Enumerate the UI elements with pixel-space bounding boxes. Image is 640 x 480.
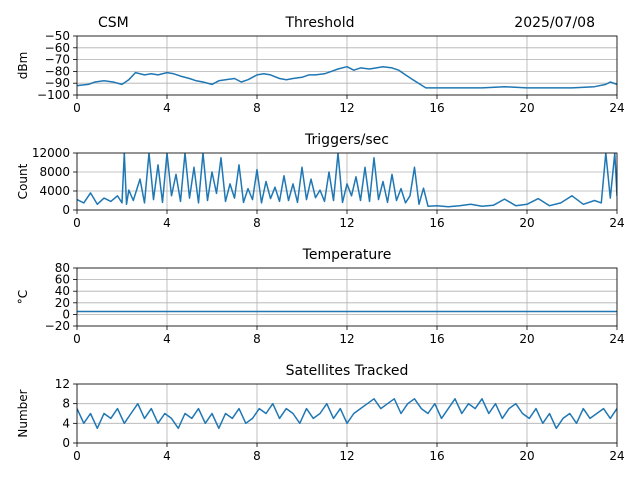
temperature-xtick-label-1: 4 [163, 332, 171, 346]
header-right: 2025/07/08 [514, 15, 595, 31]
triggers-xtick-label-5: 20 [519, 216, 534, 230]
threshold-ytick-label-5: −50 [45, 29, 70, 43]
temperature-ytick-label-2: 20 [55, 296, 70, 310]
triggers-xtick-label-2: 8 [253, 216, 261, 230]
panel-satellites: 0 4 8 12 16 20 24 0 4 8 12 Number Satellites Tracked [16, 363, 625, 463]
temperature-title: Temperature [302, 247, 392, 263]
triggers-xtick-label-3: 12 [339, 216, 354, 230]
threshold-xtick-label-1: 4 [163, 101, 171, 115]
threshold-xtick-label-3: 12 [339, 101, 354, 115]
triggers-xtick-label-1: 4 [163, 216, 171, 230]
threshold-xtick-label-0: 0 [73, 101, 81, 115]
triggers-ytick-label-2: 8000 [39, 165, 70, 179]
triggers-ytick-label-0: 0 [62, 203, 70, 217]
triggers-xtick-label-6: 24 [609, 216, 624, 230]
temperature-ytick-label-0: −20 [45, 319, 70, 333]
satellites-xtick-label-2: 8 [253, 449, 261, 463]
temperature-ytick-label-1: 0 [62, 307, 70, 321]
threshold-xtick-label-2: 8 [253, 101, 261, 115]
satellites-ylabel: Number [16, 389, 30, 437]
satellites-ytick-label-2: 8 [62, 397, 70, 411]
temperature-xtick-label-2: 8 [253, 332, 261, 346]
satellites-series-line-0 [77, 398, 617, 430]
panel-threshold: 0 4 8 12 16 20 24 −100−90−80−70−60−50 dBm [16, 29, 625, 115]
temperature-xtick-label-6: 24 [609, 332, 624, 346]
satellites-xtick-label-5: 20 [519, 449, 534, 463]
satellites-xtick-label-1: 4 [163, 449, 171, 463]
header-center: Threshold [285, 15, 355, 31]
temperature-xtick-label-0: 0 [73, 332, 81, 346]
header-left: CSM [98, 15, 129, 31]
satellites-xtick-label-0: 0 [73, 449, 81, 463]
triggers-ytick-label-1: 4000 [39, 184, 70, 198]
triggers-title: Triggers/sec [304, 132, 389, 148]
threshold-series-line-0 [77, 65, 617, 89]
threshold-xtick-label-5: 20 [519, 101, 534, 115]
temperature-xtick-label-3: 12 [339, 332, 354, 346]
threshold-ylabel: dBm [16, 52, 30, 80]
triggers-ytick-label-3: 12000 [32, 146, 70, 160]
temperature-ytick-label-3: 40 [55, 284, 70, 298]
threshold-xtick-label-6: 24 [609, 101, 624, 115]
panels: 0 4 8 12 16 20 24 −100−90−80−70−60−50 dBm 0 4 8 12 16… [16, 29, 625, 463]
triggers-xtick-label-0: 0 [73, 216, 81, 230]
satellites-xtick-label-3: 12 [339, 449, 354, 463]
satellites-ytick-label-3: 12 [55, 377, 70, 391]
triggers-xtick-label-4: 16 [429, 216, 444, 230]
threshold-ytick-label-4: −60 [45, 41, 70, 55]
temperature-ylabel: °C [16, 290, 30, 304]
satellites-xtick-label-4: 16 [429, 449, 444, 463]
threshold-ytick-label-2: −80 [45, 64, 70, 78]
triggers-ylabel: Count [16, 163, 30, 199]
threshold-ytick-label-1: −90 [45, 76, 70, 90]
triggers-series-line-0 [77, 153, 617, 208]
temperature-ytick-label-4: 60 [55, 273, 70, 287]
threshold-ytick-label-3: −70 [45, 53, 70, 67]
temperature-xtick-label-4: 16 [429, 332, 444, 346]
threshold-ytick-label-0: −100 [37, 88, 70, 102]
satellites-ytick-label-1: 4 [62, 416, 70, 430]
satellites-xtick-label-6: 24 [609, 449, 624, 463]
satellites-title: Satellites Tracked [286, 363, 409, 379]
temperature-xtick-label-5: 20 [519, 332, 534, 346]
temperature-ytick-label-5: 80 [55, 261, 70, 275]
threshold-xtick-label-4: 16 [429, 101, 444, 115]
satellites-ytick-label-0: 0 [62, 436, 70, 450]
